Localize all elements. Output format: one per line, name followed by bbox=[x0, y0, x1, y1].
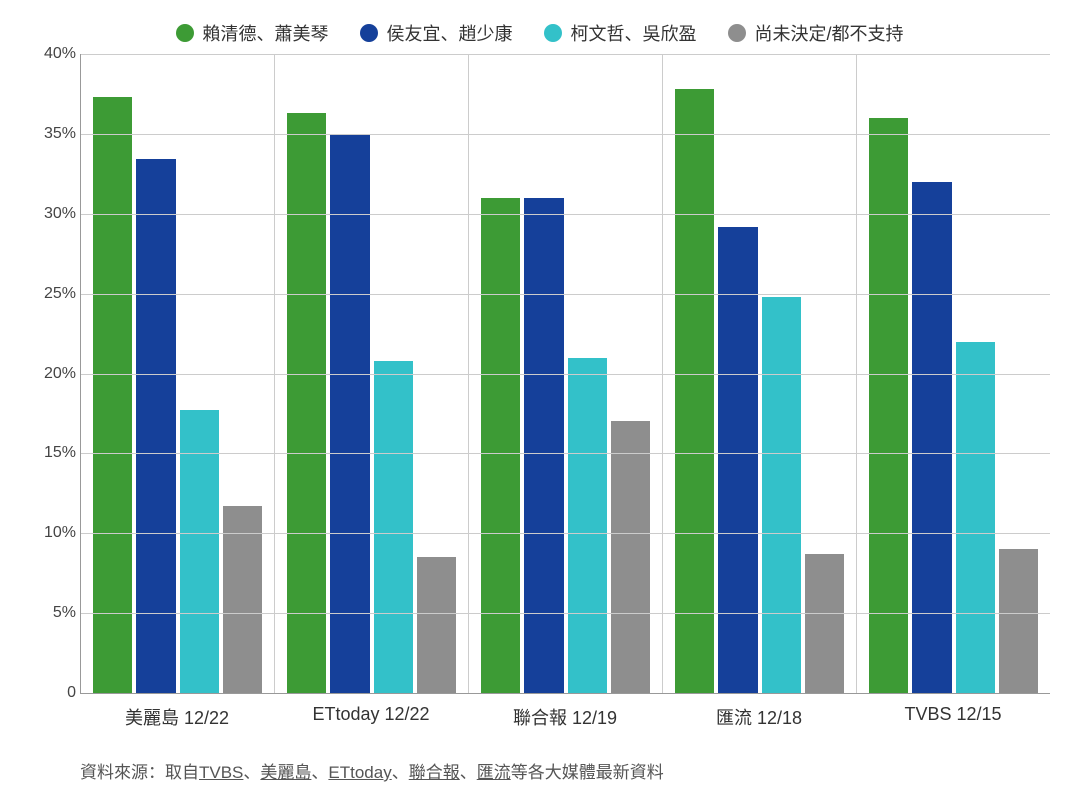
x-tick-label: ETtoday 12/22 bbox=[274, 704, 468, 730]
legend-swatch bbox=[176, 24, 194, 42]
grid-line bbox=[81, 294, 1050, 295]
legend-item: 侯友宜、趙少康 bbox=[360, 20, 512, 46]
bar bbox=[718, 227, 757, 693]
bar bbox=[805, 554, 844, 693]
x-tick-label: 匯流 12/18 bbox=[662, 704, 856, 730]
chart-area: 05%10%15%20%25%30%35%40% bbox=[30, 54, 1050, 694]
legend-label: 侯友宜、趙少康 bbox=[386, 20, 512, 46]
bar bbox=[287, 113, 326, 693]
legend-swatch bbox=[544, 24, 562, 42]
grid-line bbox=[81, 453, 1050, 454]
x-axis-labels: 美麗島 12/22ETtoday 12/22聯合報 12/19匯流 12/18T… bbox=[30, 704, 1050, 730]
y-tick-label: 15% bbox=[31, 444, 76, 462]
bar bbox=[330, 134, 369, 693]
legend-label: 賴清德、蕭美琴 bbox=[202, 20, 328, 46]
x-tick-label: TVBS 12/15 bbox=[856, 704, 1050, 730]
source-suffix: 等各大媒體最新資料 bbox=[511, 763, 664, 782]
bar bbox=[568, 358, 607, 693]
grid-line bbox=[81, 134, 1050, 135]
legend-swatch bbox=[728, 24, 746, 42]
legend-label: 柯文哲、吳欣盈 bbox=[570, 20, 696, 46]
legend-label: 尚未決定/都不支持 bbox=[754, 20, 903, 46]
source-link[interactable]: 美麗島 bbox=[260, 763, 311, 782]
bar bbox=[999, 549, 1038, 693]
grid-line bbox=[81, 374, 1050, 375]
legend-item: 柯文哲、吳欣盈 bbox=[544, 20, 696, 46]
bar bbox=[374, 361, 413, 693]
grid-line bbox=[81, 533, 1050, 534]
y-tick-label: 5% bbox=[31, 604, 76, 622]
legend-item: 尚未決定/都不支持 bbox=[728, 20, 903, 46]
bar bbox=[481, 198, 520, 693]
plot-area: 05%10%15%20%25%30%35%40% bbox=[80, 54, 1050, 694]
y-tick-label: 0 bbox=[31, 684, 76, 702]
grid-line bbox=[81, 54, 1050, 55]
legend-item: 賴清德、蕭美琴 bbox=[176, 20, 328, 46]
source-link[interactable]: TVBS bbox=[199, 763, 243, 782]
bar bbox=[611, 421, 650, 693]
source-prefix: 資料來源：取自 bbox=[80, 763, 199, 782]
source-link[interactable]: 聯合報 bbox=[409, 763, 460, 782]
y-tick-label: 40% bbox=[31, 45, 76, 63]
legend-swatch bbox=[360, 24, 378, 42]
y-tick-label: 35% bbox=[31, 125, 76, 143]
x-tick-label: 聯合報 12/19 bbox=[468, 704, 662, 730]
source-link[interactable]: ETtoday bbox=[328, 763, 391, 782]
source-link[interactable]: 匯流 bbox=[477, 763, 511, 782]
chart-legend: 賴清德、蕭美琴 侯友宜、趙少康 柯文哲、吳欣盈 尚未決定/都不支持 bbox=[30, 20, 1050, 46]
bar bbox=[762, 297, 801, 693]
bar bbox=[912, 182, 951, 693]
bar bbox=[869, 118, 908, 693]
y-tick-label: 20% bbox=[31, 365, 76, 383]
grid-line bbox=[81, 613, 1050, 614]
bar bbox=[524, 198, 563, 693]
bar bbox=[417, 557, 456, 693]
x-tick-label: 美麗島 12/22 bbox=[80, 704, 274, 730]
bar bbox=[675, 89, 714, 693]
grid-line bbox=[81, 214, 1050, 215]
y-tick-label: 25% bbox=[31, 285, 76, 303]
y-tick-label: 10% bbox=[31, 524, 76, 542]
y-tick-label: 30% bbox=[31, 205, 76, 223]
source-line: 資料來源：取自TVBS、美麗島、ETtoday、聯合報、匯流等各大媒體最新資料 bbox=[30, 758, 1050, 783]
bar bbox=[93, 97, 132, 693]
bar bbox=[956, 342, 995, 693]
